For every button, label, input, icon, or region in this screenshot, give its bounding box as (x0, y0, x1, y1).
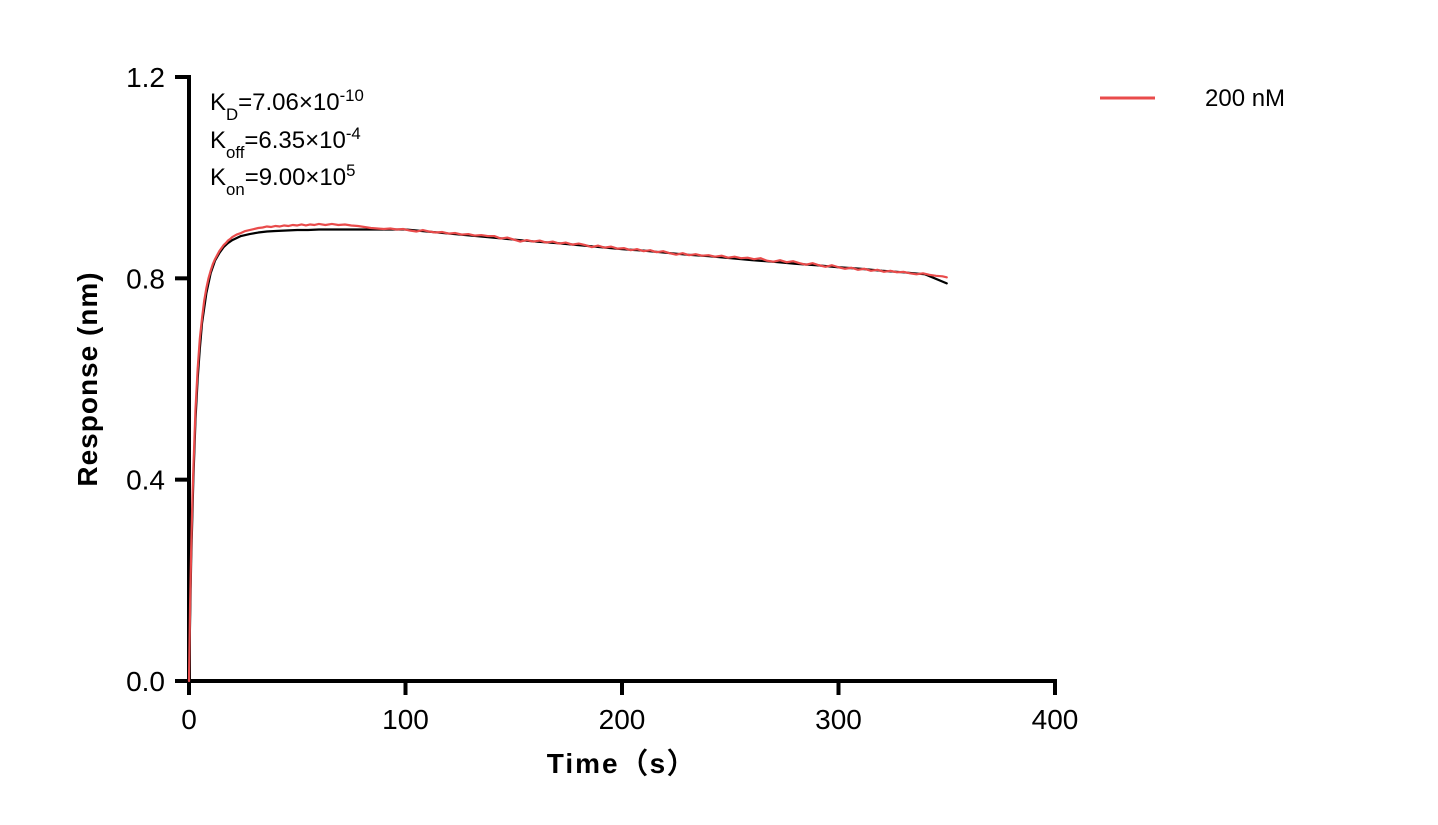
x-tick-label: 100 (382, 704, 429, 735)
x-tick-label: 400 (1032, 704, 1079, 735)
legend-label: 200 nM (1205, 85, 1285, 112)
x-axis-label: Time（s） (547, 747, 697, 779)
chart-svg: 0 100 200 300 400 0.0 0.4 0.8 1.2 Time（s） Response… (0, 0, 1438, 825)
x-tick-label: 200 (599, 704, 646, 735)
kinetics-chart: 0 100 200 300 400 0.0 0.4 0.8 1.2 Time（s） Response… (0, 0, 1438, 825)
y-tick-label: 0.8 (126, 263, 165, 294)
y-tick-label: 0.4 (126, 465, 165, 496)
x-tick-label: 0 (181, 704, 197, 735)
y-tick-label: 0.0 (126, 666, 165, 697)
y-axis-label: Response (nm) (72, 271, 103, 486)
y-tick-label: 1.2 (126, 62, 165, 93)
x-tick-label: 300 (815, 704, 862, 735)
